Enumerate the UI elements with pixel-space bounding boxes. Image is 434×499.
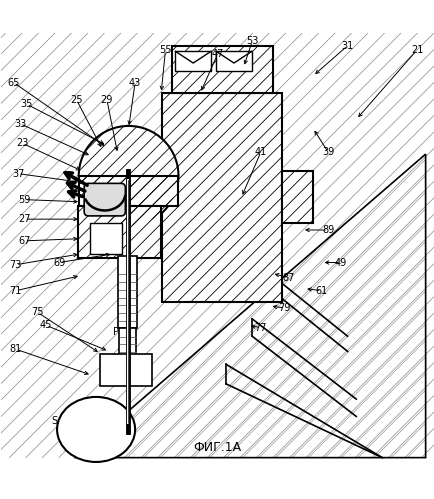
Text: 59: 59 [18, 195, 31, 205]
Bar [118, 256, 137, 327]
Text: 27: 27 [18, 214, 31, 224]
Bar [175, 51, 210, 71]
FancyBboxPatch shape [84, 183, 125, 216]
Text: 37: 37 [12, 169, 24, 179]
Text: 33: 33 [14, 119, 26, 129]
Text: 41: 41 [254, 147, 266, 157]
Text: 75: 75 [31, 307, 44, 317]
Bar [119, 327, 136, 356]
Text: 81: 81 [10, 344, 22, 354]
Text: 71: 71 [10, 286, 22, 296]
Text: P: P [112, 327, 118, 337]
Text: 77: 77 [254, 322, 266, 332]
Text: 23: 23 [16, 138, 29, 148]
Text: 47: 47 [211, 49, 223, 59]
Text: 69: 69 [53, 257, 65, 267]
Text: 31: 31 [341, 41, 353, 51]
Bar [89, 224, 122, 254]
Polygon shape [87, 98, 420, 458]
Text: 55: 55 [159, 45, 171, 55]
Text: 67: 67 [18, 236, 31, 246]
Text: 87: 87 [282, 272, 295, 283]
Text: S: S [52, 416, 58, 426]
Text: 79: 79 [278, 303, 290, 313]
Polygon shape [281, 172, 312, 224]
Text: ФИГ.1А: ФИГ.1А [193, 441, 241, 454]
Text: 39: 39 [321, 147, 333, 157]
Polygon shape [79, 176, 178, 206]
Text: 29: 29 [101, 95, 113, 105]
Text: 43: 43 [129, 77, 141, 87]
Bar [100, 354, 152, 386]
Text: 73: 73 [10, 259, 22, 269]
Ellipse shape [57, 397, 135, 462]
Circle shape [79, 126, 178, 226]
Text: 45: 45 [40, 320, 52, 330]
Text: 25: 25 [70, 95, 82, 105]
Bar [216, 51, 251, 71]
Text: 35: 35 [20, 99, 33, 109]
Text: 21: 21 [410, 45, 422, 55]
Text: 49: 49 [334, 257, 346, 267]
Polygon shape [161, 93, 281, 301]
Text: 53: 53 [246, 36, 258, 46]
Text: 61: 61 [315, 286, 327, 296]
Polygon shape [78, 206, 161, 258]
Text: 89: 89 [321, 225, 333, 235]
Polygon shape [171, 46, 273, 93]
Text: 65: 65 [7, 77, 20, 87]
